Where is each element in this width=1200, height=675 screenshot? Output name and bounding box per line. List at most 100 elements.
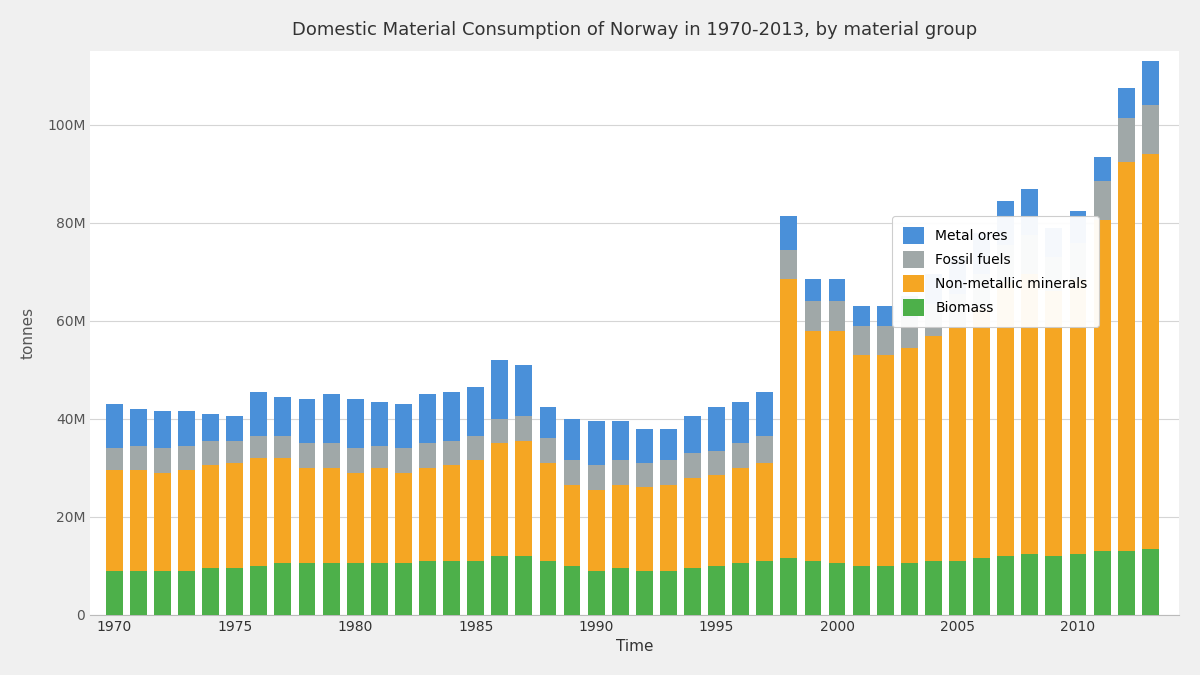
Bar [1045, 228, 1062, 257]
Bar [636, 463, 653, 487]
Bar [467, 460, 484, 561]
Bar [516, 416, 533, 441]
Bar [1069, 554, 1086, 615]
Bar [1069, 211, 1086, 242]
Bar [1142, 155, 1159, 549]
Bar [251, 566, 268, 615]
Bar [154, 472, 170, 570]
Bar [588, 465, 605, 490]
Bar [516, 556, 533, 615]
Bar [516, 365, 533, 416]
Bar [1093, 221, 1110, 551]
Bar [925, 335, 942, 561]
Bar [973, 308, 990, 558]
Bar [106, 404, 122, 448]
Title: Domestic Material Consumption of Norway in 1970-2013, by material group: Domestic Material Consumption of Norway … [292, 21, 977, 39]
Bar [347, 472, 364, 564]
Bar [732, 564, 749, 615]
Bar [299, 443, 316, 468]
Bar [299, 399, 316, 443]
Bar [949, 294, 966, 328]
Legend: Metal ores, Fossil fuels, Non-metallic minerals, Biomass: Metal ores, Fossil fuels, Non-metallic m… [892, 216, 1098, 327]
Bar [371, 446, 388, 468]
Bar [732, 468, 749, 564]
Bar [106, 570, 122, 615]
Bar [804, 331, 821, 561]
Bar [106, 470, 122, 570]
Bar [106, 448, 122, 470]
Bar [564, 485, 581, 566]
Bar [323, 394, 340, 443]
Bar [660, 460, 677, 485]
Bar [973, 274, 990, 308]
Bar [708, 566, 725, 615]
Bar [130, 470, 146, 570]
Bar [1021, 235, 1038, 274]
X-axis label: Time: Time [616, 639, 654, 654]
Bar [829, 331, 846, 564]
Bar [780, 558, 797, 615]
Bar [1117, 162, 1134, 551]
Bar [227, 568, 244, 615]
Bar [684, 568, 701, 615]
Bar [227, 441, 244, 463]
Bar [491, 360, 508, 418]
Bar [419, 468, 436, 561]
Bar [1069, 279, 1086, 554]
Bar [178, 412, 194, 446]
Bar [1093, 182, 1110, 221]
Bar [491, 443, 508, 556]
Bar [660, 429, 677, 460]
Bar [780, 279, 797, 558]
Bar [1117, 117, 1134, 162]
Bar [323, 564, 340, 615]
Bar [1021, 274, 1038, 554]
Bar [251, 392, 268, 436]
Bar [804, 561, 821, 615]
Bar [323, 468, 340, 564]
Bar [925, 304, 942, 335]
Bar [178, 446, 194, 470]
Bar [853, 306, 870, 326]
Bar [227, 416, 244, 441]
Bar [371, 564, 388, 615]
Bar [612, 485, 629, 568]
Bar [564, 460, 581, 485]
Y-axis label: tonnes: tonnes [20, 307, 36, 359]
Bar [130, 409, 146, 446]
Bar [660, 485, 677, 570]
Bar [684, 478, 701, 568]
Bar [323, 443, 340, 468]
Bar [804, 301, 821, 331]
Bar [780, 215, 797, 250]
Bar [443, 392, 460, 441]
Bar [636, 570, 653, 615]
Bar [443, 465, 460, 561]
Bar [708, 451, 725, 475]
Bar [756, 436, 773, 463]
Bar [756, 392, 773, 436]
Bar [154, 412, 170, 448]
Bar [997, 281, 1014, 556]
Bar [467, 387, 484, 436]
Bar [1093, 551, 1110, 615]
Bar [901, 296, 918, 319]
Bar [684, 453, 701, 478]
Bar [467, 561, 484, 615]
Bar [1045, 556, 1062, 615]
Bar [371, 468, 388, 564]
Bar [395, 404, 412, 448]
Bar [130, 446, 146, 470]
Bar [1045, 292, 1062, 556]
Bar [203, 441, 220, 465]
Bar [540, 561, 557, 615]
Bar [1117, 88, 1134, 117]
Bar [636, 487, 653, 570]
Bar [612, 460, 629, 485]
Bar [756, 561, 773, 615]
Bar [901, 348, 918, 564]
Bar [853, 326, 870, 355]
Bar [1142, 549, 1159, 615]
Bar [612, 421, 629, 460]
Bar [491, 556, 508, 615]
